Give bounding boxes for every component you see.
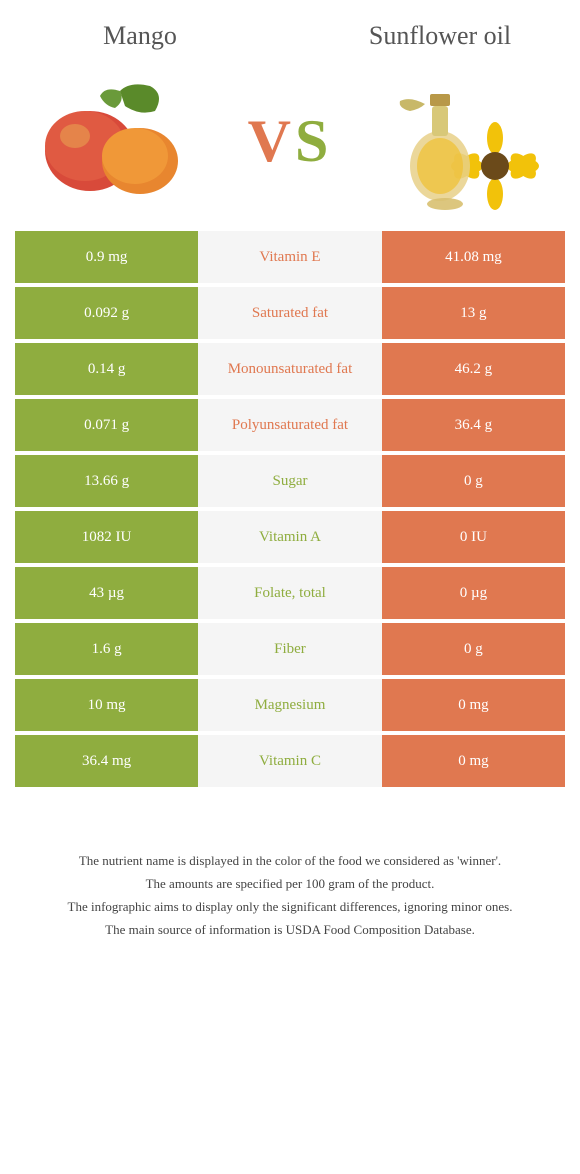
nutrient-right-value: 0 g	[382, 623, 565, 675]
nutrient-left-value: 36.4 mg	[15, 735, 198, 787]
nutrient-label: Saturated fat	[198, 287, 382, 339]
vs-s: S	[295, 108, 332, 174]
nutrient-left-value: 0.14 g	[15, 343, 198, 395]
vs-label: VS	[248, 107, 333, 176]
header-row: Mango Sunflower oil	[0, 0, 580, 61]
footer-notes: The nutrient name is displayed in the co…	[0, 791, 580, 940]
nutrient-label: Monounsaturated fat	[198, 343, 382, 395]
images-row: VS	[0, 61, 580, 231]
footer-line-4: The main source of information is USDA F…	[30, 920, 550, 941]
footer-line-3: The infographic aims to display only the…	[30, 897, 550, 918]
nutrient-left-value: 1082 IU	[15, 511, 198, 563]
nutrient-right-value: 0 mg	[382, 679, 565, 731]
nutrient-label: Polyunsaturated fat	[198, 399, 382, 451]
nutrient-row: 0.14 gMonounsaturated fat46.2 g	[15, 343, 565, 399]
footer-line-2: The amounts are specified per 100 gram o…	[30, 874, 550, 895]
vs-v: V	[248, 108, 295, 174]
food-right-title: Sunflower oil	[340, 20, 540, 51]
nutrient-label: Vitamin A	[198, 511, 382, 563]
nutrient-right-value: 36.4 g	[382, 399, 565, 451]
nutrient-label: Vitamin E	[198, 231, 382, 283]
mango-image	[30, 66, 210, 216]
nutrient-left-value: 43 µg	[15, 567, 198, 619]
footer-line-1: The nutrient name is displayed in the co…	[30, 851, 550, 872]
nutrient-label: Sugar	[198, 455, 382, 507]
nutrient-right-value: 41.08 mg	[382, 231, 565, 283]
nutrient-row: 43 µgFolate, total0 µg	[15, 567, 565, 623]
nutrient-right-value: 0 IU	[382, 511, 565, 563]
nutrient-label: Vitamin C	[198, 735, 382, 787]
nutrient-right-value: 13 g	[382, 287, 565, 339]
nutrient-left-value: 0.071 g	[15, 399, 198, 451]
comparison-table: 0.9 mgVitamin E41.08 mg0.092 gSaturated …	[0, 231, 580, 791]
nutrient-left-value: 0.9 mg	[15, 231, 198, 283]
nutrient-label: Magnesium	[198, 679, 382, 731]
nutrient-left-value: 1.6 g	[15, 623, 198, 675]
nutrient-right-value: 0 mg	[382, 735, 565, 787]
nutrient-row: 13.66 gSugar0 g	[15, 455, 565, 511]
nutrient-row: 0.071 gPolyunsaturated fat36.4 g	[15, 399, 565, 455]
nutrient-left-value: 13.66 g	[15, 455, 198, 507]
nutrient-row: 0.092 gSaturated fat13 g	[15, 287, 565, 343]
nutrient-row: 36.4 mgVitamin C0 mg	[15, 735, 565, 791]
food-left-title: Mango	[40, 20, 240, 51]
nutrient-row: 10 mgMagnesium0 mg	[15, 679, 565, 735]
nutrient-right-value: 0 µg	[382, 567, 565, 619]
nutrient-row: 0.9 mgVitamin E41.08 mg	[15, 231, 565, 287]
nutrient-left-value: 10 mg	[15, 679, 198, 731]
nutrient-left-value: 0.092 g	[15, 287, 198, 339]
nutrient-row: 1082 IUVitamin A0 IU	[15, 511, 565, 567]
nutrient-right-value: 46.2 g	[382, 343, 565, 395]
nutrient-row: 1.6 gFiber0 g	[15, 623, 565, 679]
nutrient-label: Fiber	[198, 623, 382, 675]
sunflower-oil-image	[370, 66, 550, 216]
nutrient-label: Folate, total	[198, 567, 382, 619]
nutrient-right-value: 0 g	[382, 455, 565, 507]
